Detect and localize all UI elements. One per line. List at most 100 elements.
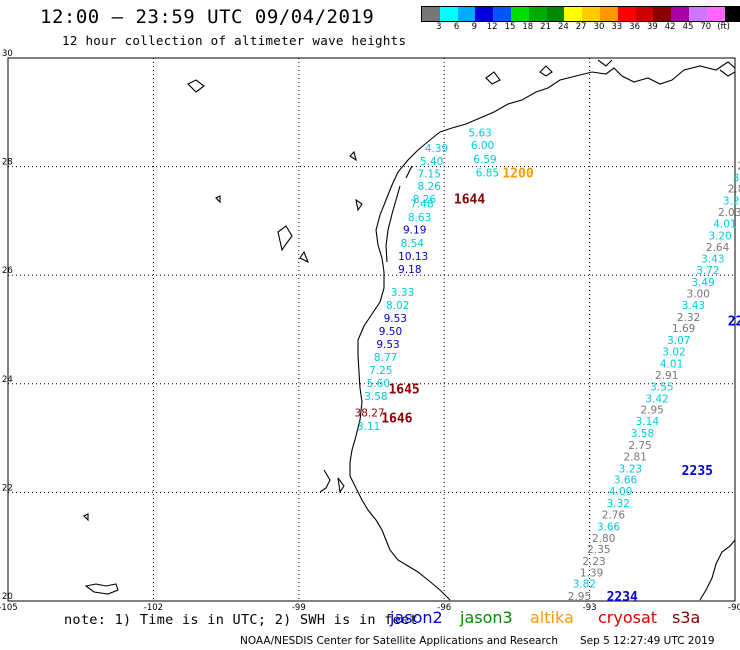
latitude-tick-label: 20 — [2, 592, 13, 602]
producer-credit: NOAA/NESDIS Center for Satellite Applica… — [240, 635, 558, 647]
color-scale-label: 24 — [557, 22, 569, 32]
graticule-grid — [8, 58, 735, 601]
color-swatch — [528, 7, 547, 21]
wave-height-label: 10.13 — [398, 251, 428, 263]
color-scale-label: 18 — [522, 22, 534, 32]
wave-height-label: 1.39 — [580, 568, 603, 580]
wave-height-label: 3.58 — [364, 391, 387, 403]
color-scale-label: 42 — [664, 22, 676, 32]
color-swatch — [510, 7, 529, 21]
color-swatch — [688, 7, 707, 21]
map-title: 12:00 – 23:59 UTC 09/04/2019 — [40, 6, 375, 28]
wave-height-label: 9.19 — [403, 224, 426, 236]
wave-height-label: 3.66 — [597, 521, 621, 533]
color-swatch — [599, 7, 618, 21]
wave-height-label: 6.59 — [473, 154, 496, 166]
color-swatch — [493, 7, 511, 21]
wave-height-label: 5.63 — [468, 128, 491, 140]
longitude-tick-label: -102 — [144, 603, 163, 613]
color-scale-label: 21 — [540, 22, 552, 32]
color-scale-label: 70 — [700, 22, 712, 32]
color-swatch — [706, 7, 725, 21]
color-scale-bar — [421, 6, 740, 22]
wave-height-label: 2.32 — [677, 312, 700, 324]
wave-height-label: 3.72 — [696, 265, 719, 277]
color-swatch — [617, 7, 636, 21]
longitude-tick-label: -99 — [292, 603, 306, 613]
wave-height-label: 3.58 — [631, 428, 654, 440]
wave-height-label: 5.60 — [367, 378, 390, 390]
color-scale-label: 36 — [629, 22, 641, 32]
wave-height-label: 3.11 — [357, 421, 380, 433]
color-scale-label: 3 — [436, 22, 442, 32]
color-scale-label: 9 — [471, 22, 478, 32]
color-swatch — [564, 7, 583, 21]
longitude-tick-label: -93 — [583, 603, 597, 613]
wave-height-label: 3.14 — [636, 416, 660, 428]
wave-height-label: 9.53 — [384, 313, 407, 325]
wave-height-label: 7.48 — [410, 198, 433, 210]
coastline — [83, 59, 736, 601]
wave-height-label: 2.83 — [728, 184, 740, 196]
generation-timestamp: Sep 5 12:27:49 UTC 2019 — [580, 635, 715, 647]
wave-height-label: 3.32 — [607, 498, 630, 510]
wave-height-label: 2.81 — [624, 451, 647, 463]
color-scale-label: 6 — [453, 22, 460, 32]
wave-height-label: 8.26 — [413, 194, 437, 206]
wave-height-label: 7.25 — [369, 365, 392, 377]
color-scale-label: 27 — [575, 22, 587, 32]
wave-height-label: 3.43 — [701, 254, 724, 266]
color-swatch — [439, 7, 458, 21]
track-time-label: 2234 — [607, 590, 638, 605]
wave-height-label: 3.33 — [391, 287, 414, 299]
wave-height-label: 8.77 — [374, 352, 397, 364]
color-swatch — [635, 7, 654, 21]
longitude-tick-label: -90 — [728, 603, 740, 613]
wave-height-label: 6.00 — [471, 140, 494, 152]
track-time-label: 2235 — [682, 464, 713, 479]
latitude-tick-label: 24 — [2, 375, 13, 385]
color-scale-label: 30 — [593, 22, 605, 32]
color-scale-label: 15 — [504, 22, 516, 32]
legend-entry-s3a: s3a — [672, 608, 701, 627]
track-time-label: 1646 — [381, 411, 412, 426]
wave-height-label: 4.39 — [425, 143, 448, 155]
wave-height-label: 8.26 — [418, 181, 442, 193]
map-subtitle: 12 hour collection of altimeter wave hei… — [62, 33, 407, 48]
track-time-label: 1644 — [454, 193, 485, 208]
wave-height-label: 9.50 — [379, 326, 402, 338]
longitude-tick-label: -105 — [0, 603, 18, 613]
color-scale-label: (ft) — [717, 22, 730, 32]
map-frame — [7, 57, 736, 602]
wave-height-label: 2.64 — [706, 242, 730, 254]
latitude-tick-label: 30 — [2, 49, 13, 59]
wave-height-label: 4.01 — [713, 218, 736, 230]
wave-height-label: 8.54 — [401, 238, 425, 250]
latitude-tick-label: 22 — [2, 483, 13, 493]
wave-height-label: 3.00 — [687, 288, 710, 300]
legend-entry-jason2: jason2 — [390, 608, 443, 627]
color-scale-label: 33 — [611, 22, 623, 32]
wave-height-label: 8.02 — [386, 300, 409, 312]
wave-height-label: 3.49 — [691, 277, 714, 289]
wave-height-label: 8.63 — [408, 212, 431, 224]
color-swatch — [724, 7, 740, 21]
wave-height-label: 3.2 — [733, 172, 740, 184]
wave-height-values: 5.636.006.596.854.395.407.158.268.267.48… — [355, 128, 740, 603]
color-swatch — [475, 7, 494, 21]
wave-height-label: 2.03 — [718, 207, 740, 219]
wave-height-label: 4.01 — [660, 359, 683, 371]
wave-height-label: 6.85 — [476, 167, 499, 179]
wave-height-label: 7.15 — [418, 168, 441, 180]
wave-height-label: 2.80 — [592, 533, 615, 545]
color-scale-label: 39 — [646, 22, 658, 32]
wave-height-label: 3.66 — [614, 475, 638, 487]
legend-entry-cryosat: cryosat — [598, 608, 658, 627]
wave-height-label: 3.43 — [682, 300, 705, 312]
legend-entry-jason3: jason3 — [460, 608, 513, 627]
axis-tick-labels: -105 -102 -99 -96 -93 -90 30 28 26 24 22 20 — [0, 49, 740, 613]
wave-height-label: 2.23 — [582, 556, 605, 568]
wave-height-label: 4.00 — [609, 486, 632, 498]
wave-height-label: 9.18 — [398, 264, 421, 276]
